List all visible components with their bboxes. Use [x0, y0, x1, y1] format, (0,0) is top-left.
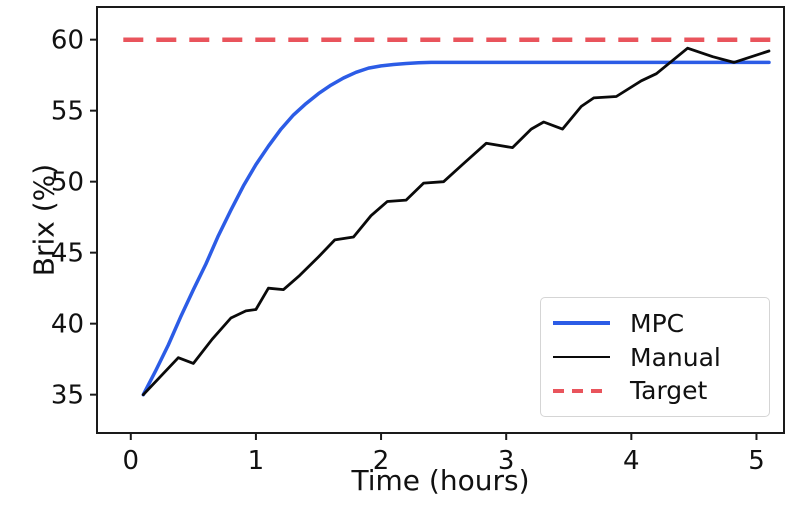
legend-label-target: Target: [630, 376, 708, 406]
legend: MPC Manual Target: [540, 297, 770, 417]
x-tick-label: 2: [373, 446, 390, 476]
x-axis-label: Time (hours): [351, 464, 530, 497]
y-tick-label: 50: [51, 168, 84, 198]
x-tick-label: 3: [498, 446, 515, 476]
manual-line-sample: [553, 355, 610, 359]
x-tick-label: 0: [123, 446, 140, 476]
x-tick-label: 4: [623, 446, 640, 476]
y-tick-label: 55: [51, 97, 84, 127]
legend-label-manual: Manual: [630, 342, 721, 372]
x-tick-label: 1: [248, 446, 265, 476]
legend-item-manual: Manual: [553, 345, 759, 370]
y-tick-label: 60: [51, 26, 84, 56]
y-tick-label: 35: [51, 381, 84, 411]
legend-item-mpc: MPC: [553, 311, 759, 336]
y-axis-label: Brix (%): [27, 163, 61, 277]
legend-label-mpc: MPC: [630, 308, 685, 338]
series-line-mpc: [141, 60, 771, 397]
y-tick-label: 45: [51, 239, 84, 269]
plot-frame: [96, 6, 785, 434]
x-tick-label: 5: [748, 446, 765, 476]
target-line-sample: [553, 388, 610, 393]
series-line-manual: [141, 46, 771, 397]
mpc-line-sample: [553, 321, 610, 326]
y-tick-label: 40: [51, 310, 84, 340]
legend-item-target: Target: [553, 378, 759, 403]
